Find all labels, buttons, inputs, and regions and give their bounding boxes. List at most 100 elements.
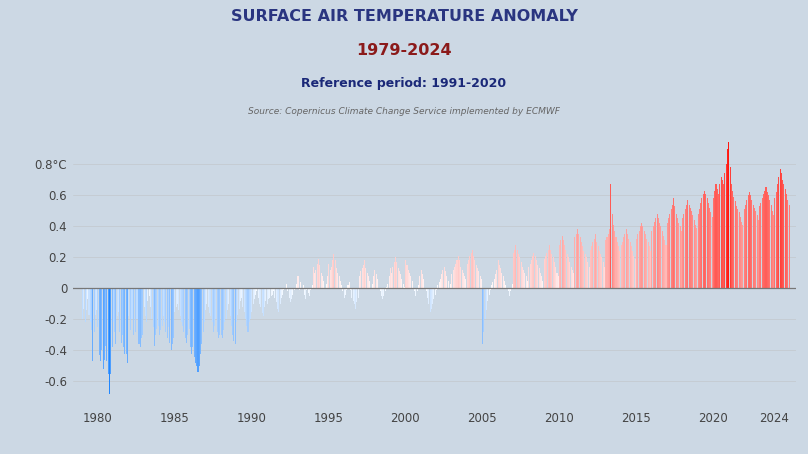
Bar bbox=[393, 262, 394, 288]
Bar bbox=[570, 266, 571, 288]
Bar bbox=[555, 266, 556, 288]
Bar bbox=[195, 288, 196, 363]
Bar bbox=[244, 288, 245, 311]
Bar bbox=[520, 262, 522, 288]
Bar bbox=[260, 288, 261, 307]
Bar bbox=[246, 288, 247, 326]
Bar bbox=[452, 270, 453, 288]
Bar bbox=[514, 250, 516, 288]
Bar bbox=[384, 288, 385, 296]
Bar bbox=[131, 288, 132, 320]
Bar bbox=[557, 273, 558, 288]
Bar bbox=[258, 288, 259, 298]
Bar bbox=[405, 261, 406, 288]
Bar bbox=[699, 209, 700, 288]
Bar bbox=[591, 247, 592, 288]
Bar bbox=[411, 281, 413, 288]
Bar bbox=[145, 288, 146, 316]
Bar bbox=[376, 274, 377, 288]
Bar bbox=[440, 279, 441, 288]
Bar bbox=[418, 285, 419, 288]
Bar bbox=[204, 288, 205, 322]
Bar bbox=[539, 268, 540, 288]
Bar bbox=[404, 287, 405, 288]
Bar bbox=[214, 288, 215, 326]
Bar bbox=[649, 247, 650, 288]
Bar bbox=[632, 251, 633, 288]
Bar bbox=[163, 288, 164, 316]
Bar bbox=[315, 270, 317, 288]
Bar bbox=[382, 288, 383, 299]
Bar bbox=[504, 281, 505, 288]
Bar bbox=[402, 284, 404, 288]
Bar bbox=[194, 288, 195, 357]
Bar bbox=[191, 288, 192, 354]
Bar bbox=[469, 256, 470, 288]
Bar bbox=[303, 285, 304, 288]
Bar bbox=[767, 192, 768, 288]
Bar bbox=[234, 288, 236, 344]
Bar bbox=[408, 270, 409, 288]
Bar bbox=[365, 268, 367, 288]
Bar bbox=[432, 288, 433, 304]
Bar bbox=[120, 288, 121, 343]
Bar bbox=[356, 288, 357, 302]
Bar bbox=[647, 242, 649, 288]
Bar bbox=[681, 231, 682, 288]
Bar bbox=[714, 191, 715, 288]
Bar bbox=[524, 273, 525, 288]
Bar bbox=[638, 231, 640, 288]
Bar bbox=[109, 288, 110, 394]
Bar bbox=[395, 257, 396, 288]
Bar bbox=[124, 288, 125, 354]
Bar bbox=[755, 211, 756, 288]
Bar bbox=[590, 250, 591, 288]
Bar bbox=[442, 270, 444, 288]
Bar bbox=[360, 271, 361, 288]
Bar bbox=[266, 288, 267, 301]
Bar bbox=[98, 288, 99, 327]
Bar bbox=[374, 270, 376, 288]
Bar bbox=[150, 288, 151, 307]
Bar bbox=[205, 288, 206, 310]
Bar bbox=[607, 237, 608, 288]
Bar bbox=[330, 266, 332, 288]
Bar bbox=[351, 288, 352, 298]
Bar bbox=[179, 288, 180, 316]
Bar bbox=[480, 276, 481, 288]
Bar bbox=[203, 288, 204, 332]
Bar bbox=[774, 198, 776, 288]
Bar bbox=[358, 288, 359, 298]
Bar bbox=[666, 245, 667, 288]
Bar bbox=[759, 206, 760, 288]
Bar bbox=[116, 288, 118, 316]
Bar bbox=[771, 204, 772, 288]
Bar bbox=[86, 288, 87, 310]
Bar bbox=[762, 198, 763, 288]
Bar bbox=[498, 261, 499, 288]
Bar bbox=[110, 288, 112, 374]
Bar bbox=[459, 261, 460, 288]
Bar bbox=[574, 237, 575, 288]
Bar bbox=[218, 288, 219, 338]
Bar bbox=[725, 173, 726, 288]
Bar bbox=[523, 270, 524, 288]
Bar bbox=[95, 288, 96, 315]
Bar bbox=[247, 288, 249, 332]
Bar bbox=[436, 288, 437, 290]
Bar bbox=[600, 254, 601, 288]
Bar bbox=[94, 288, 95, 332]
Bar bbox=[114, 288, 116, 332]
Bar bbox=[642, 226, 643, 288]
Bar bbox=[166, 288, 168, 338]
Bar bbox=[631, 247, 632, 288]
Bar bbox=[718, 194, 719, 288]
Bar bbox=[350, 288, 351, 290]
Bar bbox=[657, 214, 658, 288]
Bar bbox=[719, 184, 721, 288]
Bar bbox=[122, 288, 123, 335]
Bar bbox=[636, 239, 637, 288]
Bar bbox=[275, 288, 276, 298]
Bar bbox=[92, 288, 94, 361]
Bar bbox=[377, 279, 378, 288]
